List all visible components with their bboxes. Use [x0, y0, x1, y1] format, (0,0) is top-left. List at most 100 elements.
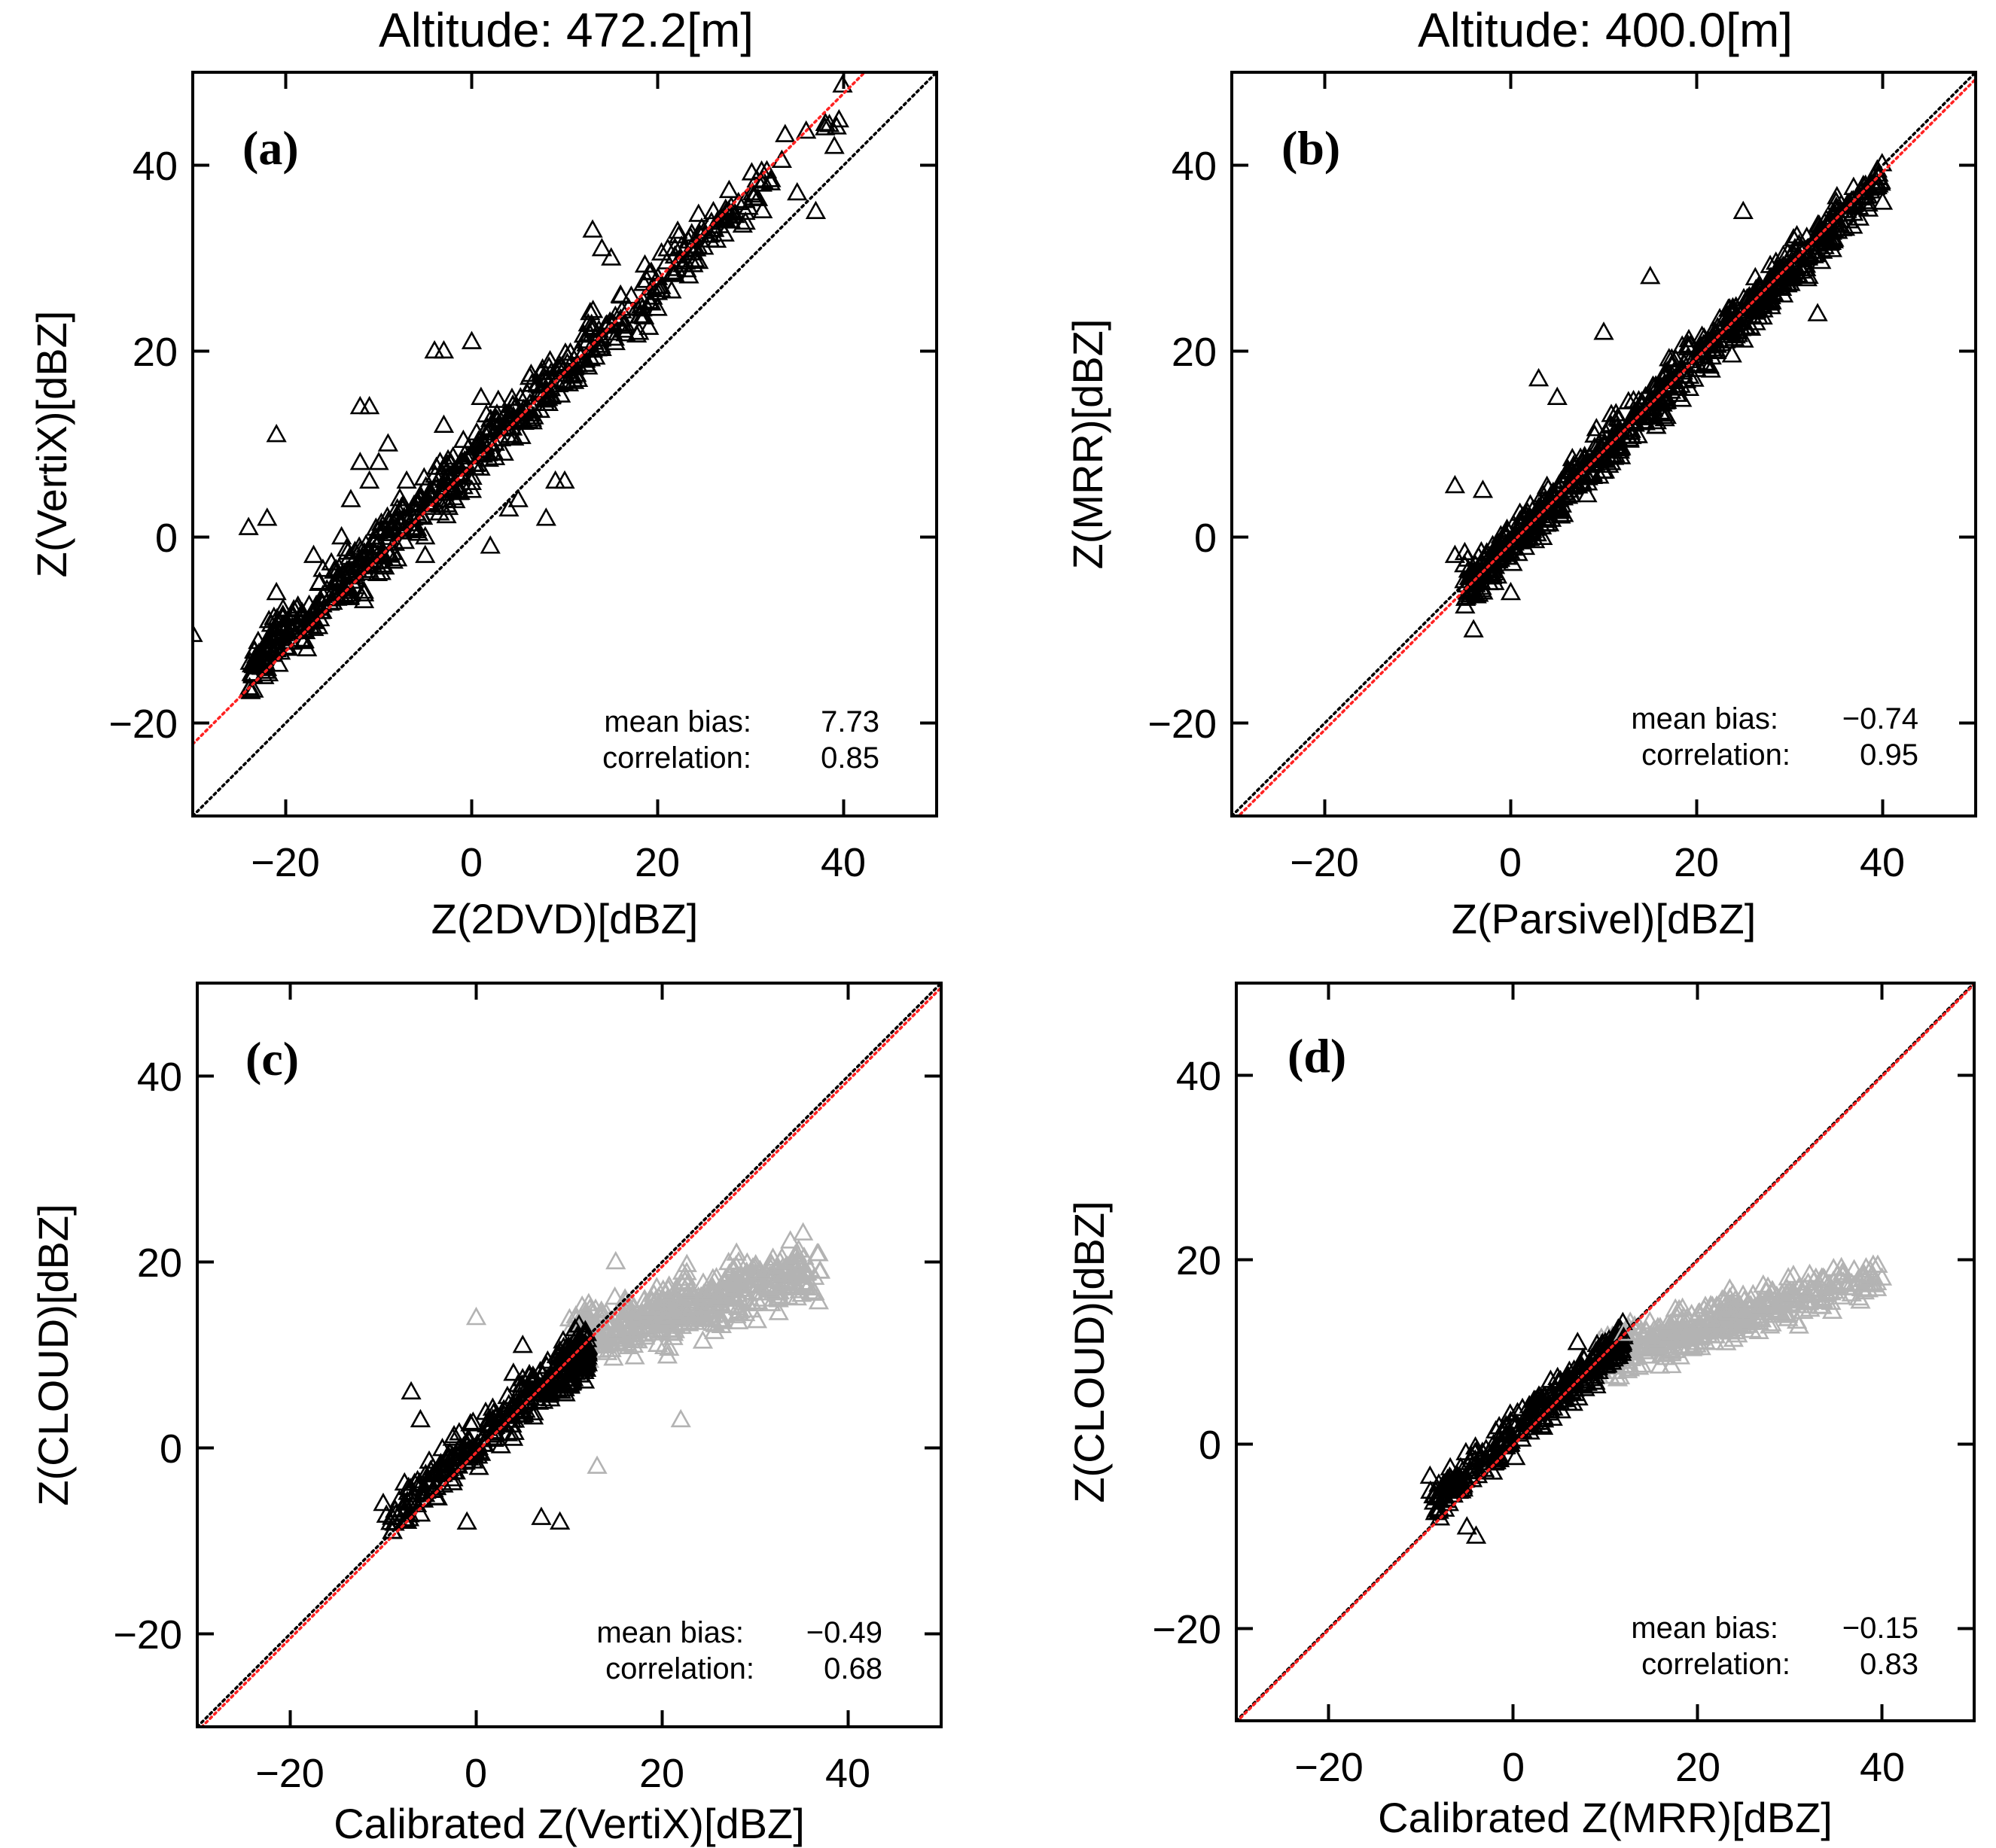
x-axis-label: Calibrated Z(MRR)[dBZ]	[1378, 1794, 1833, 1841]
panel-letter: (a)	[242, 121, 299, 175]
data-point-gray	[692, 1330, 714, 1349]
data-point-gray	[465, 1306, 487, 1326]
data-point	[468, 1457, 489, 1475]
mean-bias-value: −0.49	[806, 1616, 882, 1649]
data-point-gray	[768, 1302, 789, 1320]
data-point	[248, 630, 269, 650]
data-point	[550, 1380, 572, 1399]
y-tick-labels: −20 0 20 40	[1147, 144, 1217, 747]
data-point	[382, 550, 404, 569]
data-point	[639, 291, 660, 310]
data-point	[306, 597, 328, 617]
data-point	[1452, 1474, 1473, 1493]
data-point-gray	[1644, 1329, 1665, 1348]
plot-area	[197, 983, 941, 1727]
data-point	[374, 556, 395, 575]
data-point	[504, 427, 525, 446]
mean-bias-label: mean bias:	[596, 1616, 744, 1649]
data-point	[460, 1413, 481, 1432]
data-point	[702, 200, 724, 220]
data-point	[1621, 425, 1642, 444]
data-point	[359, 470, 380, 489]
axis-ticks	[197, 983, 941, 1727]
axis-ticks	[1236, 983, 1974, 1721]
data-point-gray	[791, 1265, 813, 1283]
data-point	[1732, 200, 1754, 219]
data-point	[454, 443, 475, 463]
data-point	[662, 263, 683, 282]
data-point-gray	[1690, 1336, 1711, 1356]
correlation-label: correlation:	[602, 741, 751, 775]
data-point	[461, 330, 483, 349]
data-point-gray	[809, 1260, 831, 1279]
data-point-gray	[605, 1250, 626, 1270]
data-point-gray	[753, 1288, 774, 1307]
correlation-label: correlation:	[1641, 738, 1790, 772]
data-point	[1544, 498, 1565, 517]
data-point	[537, 368, 558, 387]
data-point	[1462, 566, 1483, 586]
y-tick-labels: −20 0 20 40	[1152, 1054, 1221, 1652]
axis-ticks	[193, 72, 937, 816]
bias-offset-line	[193, 72, 867, 746]
data-point	[462, 1411, 483, 1430]
data-point	[413, 506, 434, 525]
data-point-gray	[1821, 1300, 1843, 1319]
data-point	[1635, 406, 1656, 425]
data-point	[735, 211, 756, 230]
data-point	[638, 316, 660, 335]
data-point	[1772, 271, 1793, 290]
y-tick-label: 20	[133, 330, 178, 375]
data-point	[1583, 452, 1604, 472]
data-point	[675, 251, 696, 270]
data-point	[1717, 318, 1739, 336]
data-point-gray	[637, 1298, 658, 1317]
data-point-gray	[1732, 1312, 1754, 1331]
data-point-gray	[1783, 1264, 1804, 1283]
data-point	[1661, 354, 1682, 373]
data-point	[382, 541, 403, 560]
data-point	[466, 422, 487, 441]
data-point	[1466, 585, 1487, 604]
data-point-gray	[678, 1288, 699, 1307]
y-tick-label: 20	[137, 1241, 182, 1286]
data-point-gray	[605, 1286, 626, 1305]
data-point	[255, 635, 276, 653]
data-point	[1632, 405, 1653, 424]
data-point	[1640, 266, 1661, 285]
data-point	[415, 525, 436, 545]
data-point	[610, 284, 631, 303]
data-point	[448, 455, 469, 473]
x-tick-label: 40	[825, 1751, 870, 1796]
data-point	[787, 181, 808, 201]
data-point	[626, 297, 648, 315]
data-point	[548, 358, 569, 376]
data-point	[1826, 191, 1847, 210]
data-point-gray	[1779, 1280, 1800, 1299]
data-point	[480, 408, 501, 428]
data-point	[497, 1385, 518, 1405]
data-point	[815, 112, 836, 131]
data-point	[1493, 1429, 1515, 1448]
data-point-gray	[1675, 1324, 1696, 1343]
data-point	[446, 1445, 468, 1464]
data-point	[373, 1492, 394, 1512]
data-point	[396, 470, 417, 489]
data-point-gray	[1688, 1302, 1709, 1322]
panel-d: −20 0 20 40 −20 0 20 40 Calibrated Z(MRR…	[1065, 982, 1976, 1841]
data-point	[336, 537, 357, 557]
one-to-one-line	[193, 72, 937, 816]
data-point-gray	[675, 1270, 696, 1289]
data-point	[1450, 1457, 1471, 1475]
data-point	[532, 358, 553, 377]
data-point	[1437, 1475, 1458, 1495]
data-point	[1522, 519, 1543, 538]
bias-offset-line	[1236, 983, 1974, 1721]
bias-offset-line	[200, 986, 941, 1727]
panel-title: Altitude: 400.0[m]	[1418, 3, 1793, 57]
data-point	[498, 498, 520, 517]
data-point	[575, 349, 596, 368]
y-tick-label: 20	[1172, 330, 1217, 375]
y-tick-label: −20	[1147, 702, 1217, 747]
x-axis-label: Z(Parsivel)[dBZ]	[1452, 895, 1757, 942]
